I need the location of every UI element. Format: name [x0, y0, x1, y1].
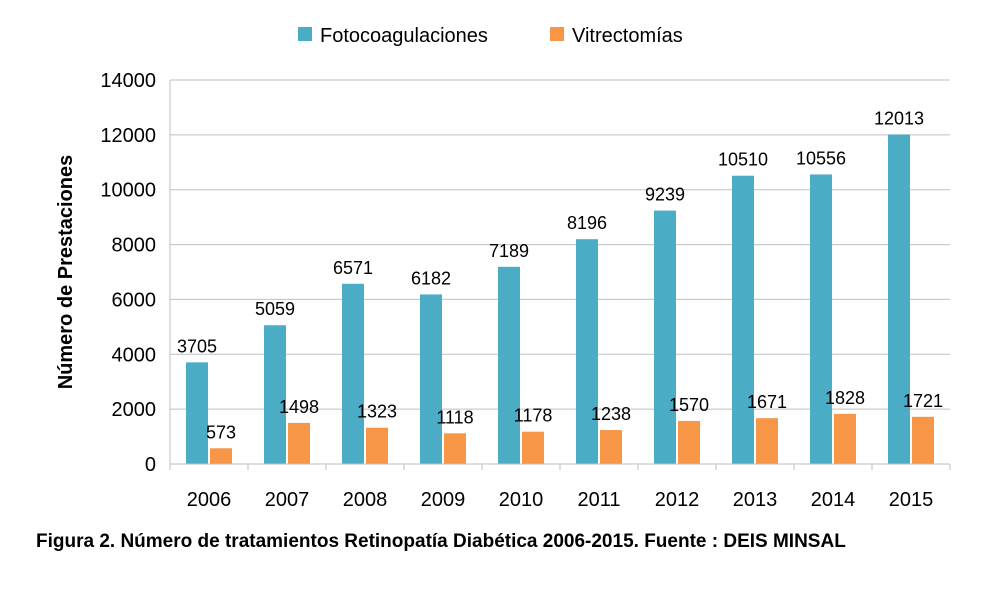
y-tick-label: 4000: [112, 344, 157, 366]
data-label: 9239: [645, 185, 685, 205]
data-label: 1721: [903, 391, 943, 411]
data-labels: 3705 573 5059 1498 6571 1323 6182 1118 7189 1178 8…: [177, 109, 943, 443]
data-label: 1570: [669, 395, 709, 415]
bar-chart: Fotocoagulaciones Vitrectomías 0 2000 4000 6…: [55, 25, 951, 511]
bar-vitrectomías-2014: [834, 413, 856, 464]
data-label: 1671: [747, 392, 787, 412]
data-label: 5059: [255, 299, 295, 319]
bar-fotocoagulaciones-2006: [186, 362, 208, 464]
data-label: 1178: [514, 406, 553, 426]
bar-fotocoagulaciones-2011: [576, 239, 598, 464]
data-label: 1118: [436, 407, 473, 427]
y-axis-label: Número de Prestaciones: [55, 155, 77, 390]
x-tick-label: 2014: [811, 489, 856, 511]
x-tick-label: 2013: [733, 489, 778, 511]
data-label: 1828: [825, 388, 865, 408]
data-label: 6182: [411, 268, 451, 288]
bar-fotocoagulaciones-2014: [810, 174, 832, 465]
data-label: 1323: [357, 402, 397, 422]
y-tick-label: 14000: [100, 70, 156, 92]
bar-vitrectomías-2013: [756, 418, 778, 464]
legend-swatch-vitrectomías: [550, 27, 564, 41]
data-label: 12013: [874, 109, 924, 129]
data-label: 3705: [177, 336, 217, 356]
figure-caption: Figura 2. Número de tratamientos Retinop…: [36, 531, 846, 552]
y-tick-label: 8000: [112, 235, 157, 257]
bar-fotocoagulaciones-2009: [420, 294, 442, 464]
bar-vitrectomías-2011: [600, 430, 622, 464]
x-axis-ticks: 2006 2007 2008 2009 2010 2011 2012 2013 2014 2015: [169, 463, 951, 511]
bar-fotocoagulaciones-2012: [654, 210, 676, 464]
data-label: 7189: [489, 241, 529, 261]
y-tick-label: 2000: [112, 399, 157, 421]
x-tick-label: 2012: [655, 489, 700, 511]
bar-fotocoagulaciones-2015: [888, 134, 910, 465]
bar-fotocoagulaciones-2010: [498, 266, 520, 464]
x-tick-label: 2010: [499, 489, 544, 511]
data-label: 8196: [567, 213, 607, 233]
x-tick-label: 2008: [343, 489, 388, 511]
bars: [186, 134, 934, 465]
bar-vitrectomías-2012: [678, 420, 700, 464]
bar-vitrectomías-2006: [210, 448, 232, 464]
data-label: 1238: [591, 404, 631, 424]
legend-swatch-fotocoagulaciones: [298, 27, 312, 41]
y-tick-label: 10000: [100, 180, 156, 202]
legend-label: Vitrectomías: [572, 25, 683, 47]
bar-vitrectomías-2015: [912, 416, 934, 464]
data-label: 1498: [279, 397, 319, 417]
bar-vitrectomías-2008: [366, 427, 388, 464]
chart-legend: Fotocoagulaciones Vitrectomías: [298, 25, 683, 47]
y-tick-label: 12000: [100, 125, 156, 147]
y-tick-label: 6000: [112, 289, 157, 311]
bar-vitrectomías-2009: [444, 433, 466, 464]
y-axis-ticks: 0 2000 4000 6000 8000 10000 12000 14000: [100, 70, 156, 476]
data-label: 6571: [333, 258, 373, 278]
bar-vitrectomías-2007: [288, 422, 310, 464]
legend-label: Fotocoagulaciones: [320, 25, 488, 47]
bar-fotocoagulaciones-2007: [264, 325, 286, 464]
data-label: 573: [206, 422, 236, 442]
x-tick-label: 2015: [889, 489, 934, 511]
bar-fotocoagulaciones-2013: [732, 175, 754, 464]
x-tick-label: 2009: [421, 489, 466, 511]
x-tick-label: 2011: [577, 489, 620, 511]
bar-fotocoagulaciones-2008: [342, 283, 364, 464]
y-tick-label: 0: [145, 454, 156, 476]
x-tick-label: 2007: [265, 489, 310, 511]
data-label: 10510: [718, 150, 768, 170]
data-label: 10556: [796, 148, 846, 168]
gridlines: [169, 79, 950, 465]
x-tick-label: 2006: [187, 489, 232, 511]
bar-vitrectomías-2010: [522, 431, 544, 464]
